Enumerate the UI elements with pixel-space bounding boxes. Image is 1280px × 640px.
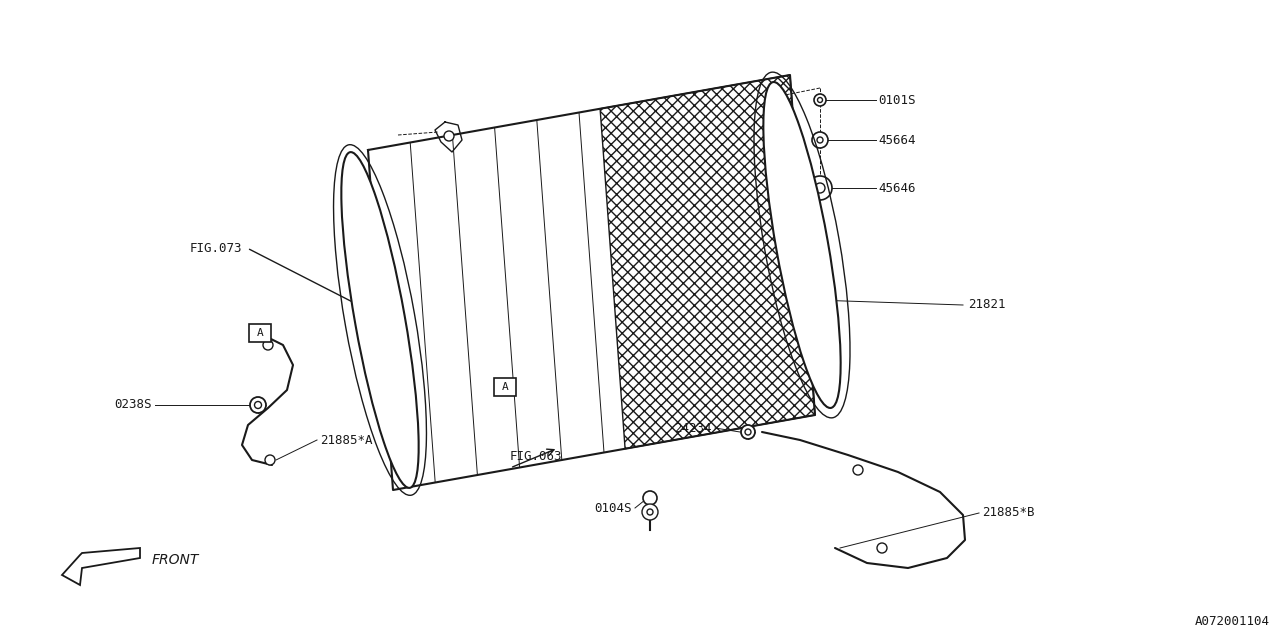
Text: A072001104: A072001104 — [1196, 615, 1270, 628]
Circle shape — [250, 397, 266, 413]
Circle shape — [812, 132, 828, 148]
Text: 0101S: 0101S — [878, 93, 915, 106]
Ellipse shape — [763, 82, 841, 408]
Text: A: A — [502, 382, 508, 392]
Circle shape — [255, 401, 261, 408]
Circle shape — [814, 94, 826, 106]
Text: FIG.063: FIG.063 — [509, 450, 562, 463]
Polygon shape — [61, 548, 140, 585]
Circle shape — [808, 176, 832, 200]
Text: 0238S: 0238S — [114, 399, 152, 412]
Circle shape — [646, 509, 653, 515]
Polygon shape — [600, 75, 815, 449]
Circle shape — [265, 455, 275, 465]
Circle shape — [741, 425, 755, 439]
Text: A: A — [256, 328, 264, 338]
Text: FRONT: FRONT — [152, 553, 200, 567]
Text: 21885*B: 21885*B — [982, 506, 1034, 520]
Circle shape — [745, 429, 751, 435]
Circle shape — [643, 491, 657, 505]
Text: FIG.073: FIG.073 — [189, 241, 242, 255]
Circle shape — [852, 465, 863, 475]
Text: 0104S: 0104S — [594, 502, 632, 515]
Circle shape — [877, 543, 887, 553]
Bar — [494, 378, 516, 396]
Text: 21821: 21821 — [968, 298, 1006, 312]
Circle shape — [262, 340, 273, 350]
Text: 21885*A: 21885*A — [320, 433, 372, 447]
Circle shape — [444, 131, 454, 141]
Ellipse shape — [342, 152, 419, 488]
Text: 45664: 45664 — [878, 134, 915, 147]
Circle shape — [643, 504, 658, 520]
Text: 45646: 45646 — [878, 182, 915, 195]
Circle shape — [817, 137, 823, 143]
Bar — [250, 324, 271, 342]
Circle shape — [818, 97, 823, 102]
Circle shape — [815, 183, 826, 193]
Text: 24234: 24234 — [675, 422, 712, 435]
